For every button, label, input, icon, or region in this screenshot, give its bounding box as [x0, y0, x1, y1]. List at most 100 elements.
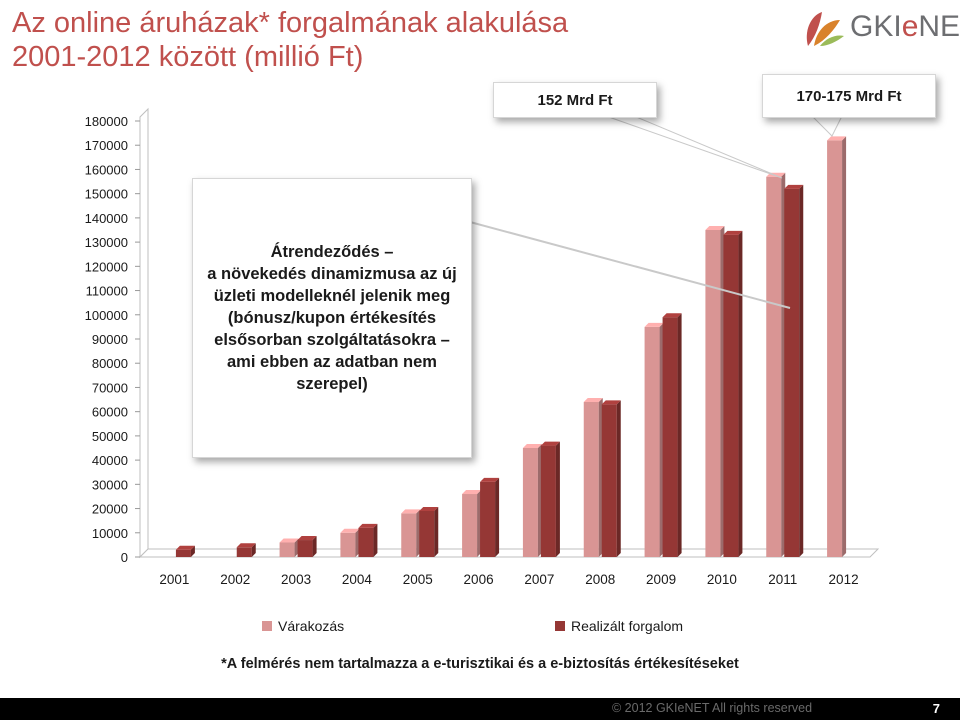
bar-side-realizalt-2009: [677, 313, 682, 557]
bar-varakozas-2010: [705, 230, 721, 557]
x-tick-label: 2006: [464, 572, 494, 587]
x-tick-label: 2008: [585, 572, 615, 587]
bar-top-realizalt-2010: [723, 230, 743, 235]
leaf-icon: [806, 12, 844, 46]
bar-varakozas-2006: [462, 494, 478, 557]
x-tick-label: 2002: [220, 572, 250, 587]
bar-top-varakozas-2008: [583, 397, 603, 402]
y-tick-label: 40000: [92, 453, 128, 468]
bar-realizalt-2002: [236, 547, 252, 557]
bar-side-varakozas-2012: [842, 136, 847, 557]
bar-side-realizalt-2006: [495, 477, 500, 557]
copyright-text: © 2012 GKIeNET All rights reserved: [612, 701, 813, 715]
bar-top-varakozas-2012: [827, 136, 847, 141]
callout-main: Átrendeződés – a növekedés dinamizmusa a…: [192, 178, 472, 458]
bar-top-realizalt-2006: [480, 477, 500, 482]
bar-realizalt-2011: [784, 188, 800, 558]
bar-top-realizalt-2009: [662, 313, 682, 318]
bar-varakozas-2003: [279, 542, 295, 557]
footer-bar: © 2012 GKIeNET All rights reserved 7: [0, 698, 960, 720]
logo-text-e: e: [901, 10, 919, 43]
bar-realizalt-2010: [723, 234, 739, 557]
bar-top-varakozas-2005: [401, 509, 421, 514]
bar-side-realizalt-2005: [434, 506, 439, 557]
bar-top-realizalt-2001: [175, 545, 195, 550]
bar-realizalt-2005: [419, 510, 435, 557]
bar-top-varakozas-2010: [705, 226, 725, 230]
bar-top-varakozas-2007: [522, 444, 542, 448]
bar-varakozas-2007: [522, 448, 538, 557]
legend-varakozas: Várakozás: [262, 618, 344, 634]
bar-realizalt-2009: [662, 317, 678, 557]
bar-varakozas-2005: [401, 513, 417, 557]
callout-170-pointer: [810, 115, 843, 137]
callout-170-text: 170-175 Mrd Ft: [796, 87, 902, 105]
bar-top-varakozas-2004: [340, 528, 360, 533]
x-tick-label: 2003: [281, 572, 311, 587]
bar-top-varakozas-2006: [462, 490, 482, 495]
y-tick-label: 100000: [85, 308, 128, 323]
bar-realizalt-2006: [480, 481, 496, 557]
x-tick-label: 2011: [768, 572, 797, 587]
bar-side-realizalt-2011: [799, 184, 804, 558]
legend-label-varakozas: Várakozás: [278, 618, 345, 634]
gkienet-logo: GKIeNET: [800, 6, 960, 50]
logo-text-pre: GKI: [850, 10, 902, 43]
bar-top-realizalt-2007: [540, 441, 560, 446]
y-tick-label: 10000: [92, 526, 128, 541]
bar-top-varakozas-2003: [279, 538, 299, 543]
y-tick-label: 130000: [85, 235, 128, 250]
y-tick-label: 30000: [92, 477, 128, 492]
bar-realizalt-2004: [358, 527, 374, 557]
bar-top-realizalt-2004: [358, 523, 378, 528]
legend-label-realizalt: Realizált forgalom: [571, 618, 684, 634]
bar-side-realizalt-2007: [555, 441, 560, 557]
legend-realizalt: Realizált forgalom: [555, 618, 683, 634]
x-tick-label: 2012: [829, 572, 859, 587]
bar-side-realizalt-2001: [190, 545, 195, 557]
y-tick-label: 150000: [85, 187, 128, 202]
logo-text-post: NET: [918, 10, 960, 43]
bar-side-realizalt-2008: [616, 400, 621, 557]
slide-title: Az online áruházak* forgalmának alakulás…: [12, 6, 568, 74]
y-tick-label: 0: [121, 550, 128, 565]
chart-side-wall: [139, 107, 149, 559]
x-tick-label: 2005: [403, 572, 433, 587]
x-tick-label: 2004: [342, 572, 373, 587]
bar-top-realizalt-2005: [419, 506, 439, 511]
y-tick-label: 140000: [85, 211, 128, 226]
bar-side-realizalt-2010: [738, 230, 743, 557]
bar-varakozas-2009: [644, 326, 660, 557]
bar-side-realizalt-2004: [373, 523, 378, 557]
bar-varakozas-2004: [340, 532, 356, 557]
callout-152: 152 Mrd Ft: [493, 82, 657, 118]
page-number: 7: [932, 701, 940, 716]
bar-top-realizalt-2003: [297, 536, 317, 541]
bar-side-realizalt-2003: [312, 536, 317, 557]
bar-side-realizalt-2002: [251, 543, 256, 557]
x-tick-label: 2009: [646, 572, 676, 587]
bar-top-varakozas-2009: [644, 322, 664, 327]
y-tick-label: 50000: [92, 429, 128, 444]
y-tick-label: 110000: [86, 284, 128, 299]
callout-main-text: Átrendeződés – a növekedés dinamizmusa a…: [207, 243, 457, 393]
bar-top-realizalt-2011: [784, 184, 804, 189]
bar-varakozas-2011: [766, 176, 782, 557]
callout-152-text: 152 Mrd Ft: [537, 91, 613, 109]
y-tick-label: 160000: [85, 162, 128, 177]
y-tick-label: 80000: [92, 356, 128, 371]
bar-varakozas-2012: [827, 140, 843, 557]
legend-swatch-varakozas: [262, 621, 272, 631]
x-tick-label: 2001: [159, 572, 189, 587]
callout-170: 170-175 Mrd Ft: [762, 74, 936, 118]
logo-wordmark: GKIeNET: [850, 10, 960, 44]
legend-swatch-realizalt: [555, 621, 565, 631]
footnote: *A felmérés nem tartalmazza a e-turiszti…: [221, 656, 739, 672]
bar-varakozas-2008: [583, 401, 599, 557]
bar-realizalt-2003: [297, 540, 313, 557]
callout-main-pointer: [469, 221, 791, 309]
y-tick-label: 180000: [85, 114, 128, 129]
bar-realizalt-2007: [540, 445, 556, 557]
y-tick-label: 70000: [92, 380, 128, 395]
y-tick-label: 20000: [92, 502, 128, 517]
